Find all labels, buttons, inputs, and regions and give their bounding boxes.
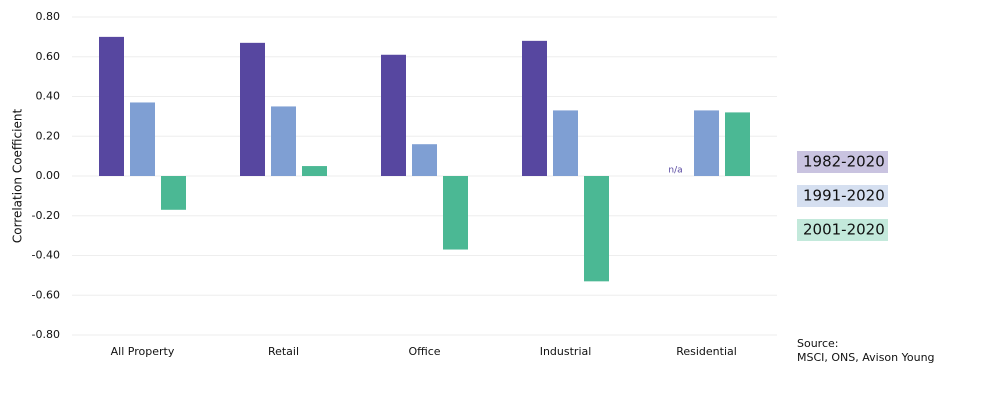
y-tick-label: 0.20 [36,129,61,142]
bar [302,166,327,176]
y-tick-label: 0.80 [36,10,61,23]
legend-swatch [797,151,888,173]
y-tick-label: -0.60 [32,288,60,301]
x-tick-label: Retail [268,345,299,358]
bar [271,106,296,176]
x-tick-label: Office [408,345,440,358]
bar [694,110,719,176]
legend-swatch [797,219,888,241]
y-tick-label: 0.40 [36,90,61,103]
y-axis-label: Correlation Coefficient [11,109,25,244]
bar [99,36,124,176]
legend-swatch [797,185,888,207]
bar [553,110,578,176]
bar [522,40,547,176]
bar [584,176,609,282]
legend-label: 1991-2020 [803,187,885,205]
bar [725,112,750,176]
value-label: n/a [668,166,682,176]
legend-label: 1982-2020 [803,153,885,171]
bar [443,176,468,250]
x-tick-label: Industrial [540,345,592,358]
y-tick-label: 0.00 [36,169,61,182]
y-tick-label: -0.80 [32,328,60,341]
source-text: MSCI, ONS, Avison Young [797,351,935,364]
legend-label: 2001-2020 [803,221,885,239]
source-label: Source: [797,337,839,350]
y-tick-label: -0.40 [32,249,60,262]
y-tick-label: 0.60 [36,50,61,63]
y-tick-label: -0.20 [32,209,60,222]
x-tick-label: Residential [676,345,737,358]
bar [130,102,155,176]
bar [381,54,406,177]
bar [412,144,437,176]
x-tick-label: All Property [111,345,175,358]
bar [240,42,265,177]
bar [161,176,186,210]
